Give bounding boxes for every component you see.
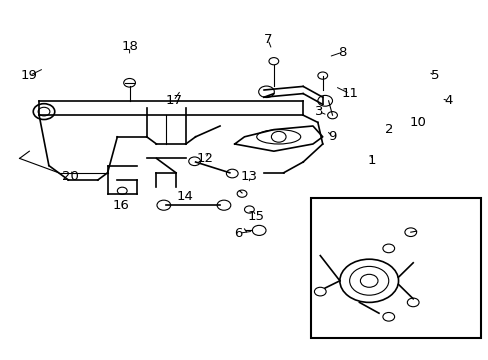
Text: 17: 17	[165, 94, 182, 107]
Text: 7: 7	[263, 33, 272, 46]
Text: 16: 16	[113, 199, 129, 212]
Text: 12: 12	[197, 152, 213, 165]
Text: 20: 20	[62, 170, 79, 183]
Text: 3: 3	[314, 105, 323, 118]
Text: 15: 15	[247, 210, 264, 222]
Text: 1: 1	[366, 154, 375, 167]
Text: 10: 10	[409, 116, 426, 129]
Text: 11: 11	[341, 87, 357, 100]
Text: 14: 14	[176, 190, 193, 203]
Text: 8: 8	[337, 46, 346, 59]
Text: 19: 19	[21, 69, 38, 82]
Bar	[310, 198, 480, 338]
Text: 13: 13	[241, 170, 257, 183]
Text: 4: 4	[444, 94, 452, 107]
Text: 2: 2	[384, 123, 392, 136]
Text: 6: 6	[234, 227, 243, 240]
Text: 5: 5	[430, 69, 439, 82]
Text: 18: 18	[121, 40, 138, 53]
Text: 9: 9	[327, 130, 336, 143]
